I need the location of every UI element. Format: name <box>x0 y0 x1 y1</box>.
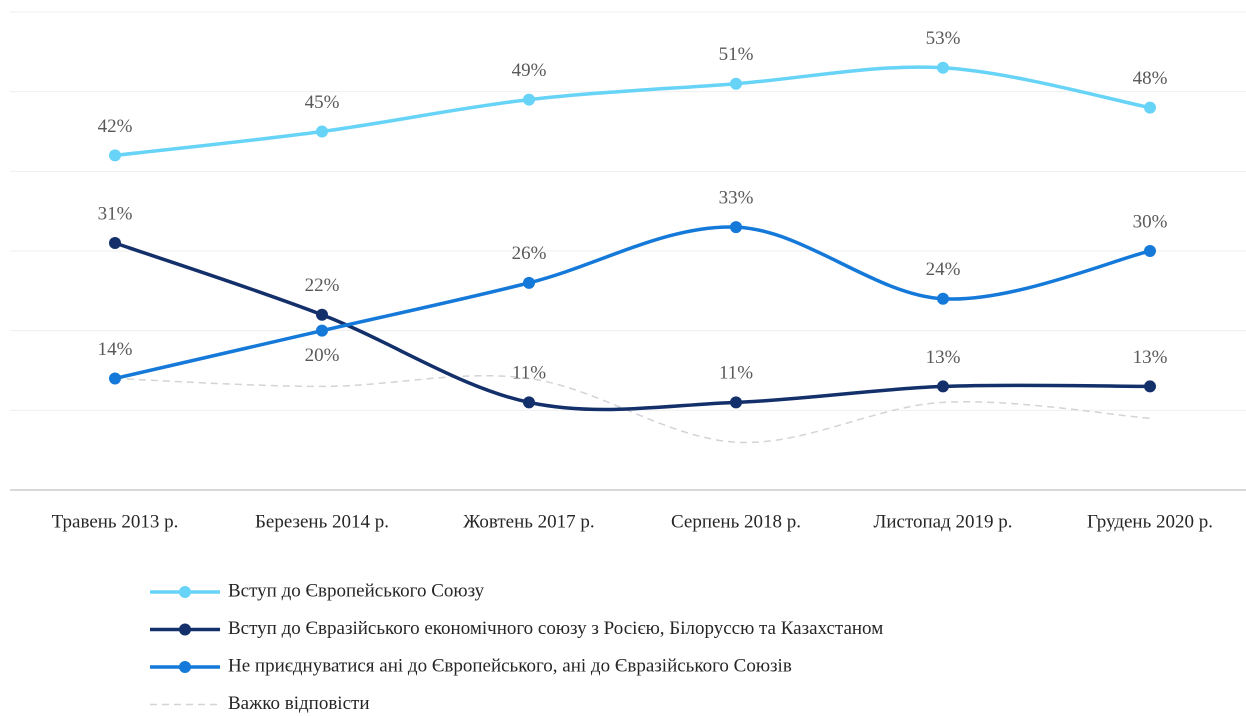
data-point <box>523 396 535 409</box>
data-point <box>937 292 949 305</box>
data-label: 42% <box>98 116 133 137</box>
data-label: 26% <box>512 243 547 264</box>
series-line <box>114 225 1151 381</box>
data-label: 48% <box>1133 68 1168 89</box>
legend-marker <box>179 661 191 673</box>
legend-label: Не приєднуватися ані до Європейського, а… <box>228 655 792 676</box>
data-point <box>730 221 742 234</box>
data-label: 13% <box>926 347 961 368</box>
data-point <box>1144 245 1156 257</box>
data-label: 14% <box>98 339 133 360</box>
data-point <box>523 276 535 289</box>
legend-label: Вступ до Євразійського економічного союз… <box>228 618 883 639</box>
data-label: 11% <box>719 363 753 384</box>
x-tick-label: Грудень 2020 р. <box>1087 511 1213 532</box>
data-point <box>109 237 121 250</box>
series-line <box>114 241 1151 412</box>
data-point <box>523 93 535 106</box>
data-point <box>1144 101 1156 114</box>
legend-label: Важко відповісти <box>228 693 370 714</box>
data-point <box>109 149 121 162</box>
legend-marker <box>179 586 191 598</box>
data-point <box>316 308 328 321</box>
series-line <box>114 374 1151 444</box>
data-label: 20% <box>305 345 340 366</box>
data-point <box>1144 380 1156 393</box>
x-tick-label: Травень 2013 р. <box>52 511 179 532</box>
x-tick-label: Листопад 2019 р. <box>873 511 1012 532</box>
legend-marker <box>179 623 191 636</box>
data-label: 45% <box>305 92 340 113</box>
data-label: 24% <box>926 259 961 280</box>
data-point <box>109 372 121 385</box>
data-label: 51% <box>719 44 754 65</box>
data-label: 33% <box>719 187 754 208</box>
data-point <box>937 61 949 74</box>
data-point <box>316 125 328 138</box>
x-tick-label: Серпень 2018 р. <box>671 511 801 532</box>
legend-label: Вступ до Європейського Союзу <box>228 580 485 601</box>
data-label: 49% <box>512 60 547 81</box>
data-label: 11% <box>512 363 546 384</box>
data-point <box>316 324 328 337</box>
data-point <box>937 380 949 393</box>
data-point <box>730 77 742 90</box>
x-tick-label: Березень 2014 р. <box>255 511 389 532</box>
series-line <box>114 65 1151 158</box>
data-label: 22% <box>305 275 340 296</box>
data-label: 53% <box>926 28 961 49</box>
data-label: 13% <box>1133 347 1168 368</box>
data-label: 30% <box>1133 211 1168 232</box>
data-point <box>730 396 742 409</box>
x-tick-label: Жовтень 2017 р. <box>463 511 594 532</box>
data-label: 31% <box>98 203 133 224</box>
